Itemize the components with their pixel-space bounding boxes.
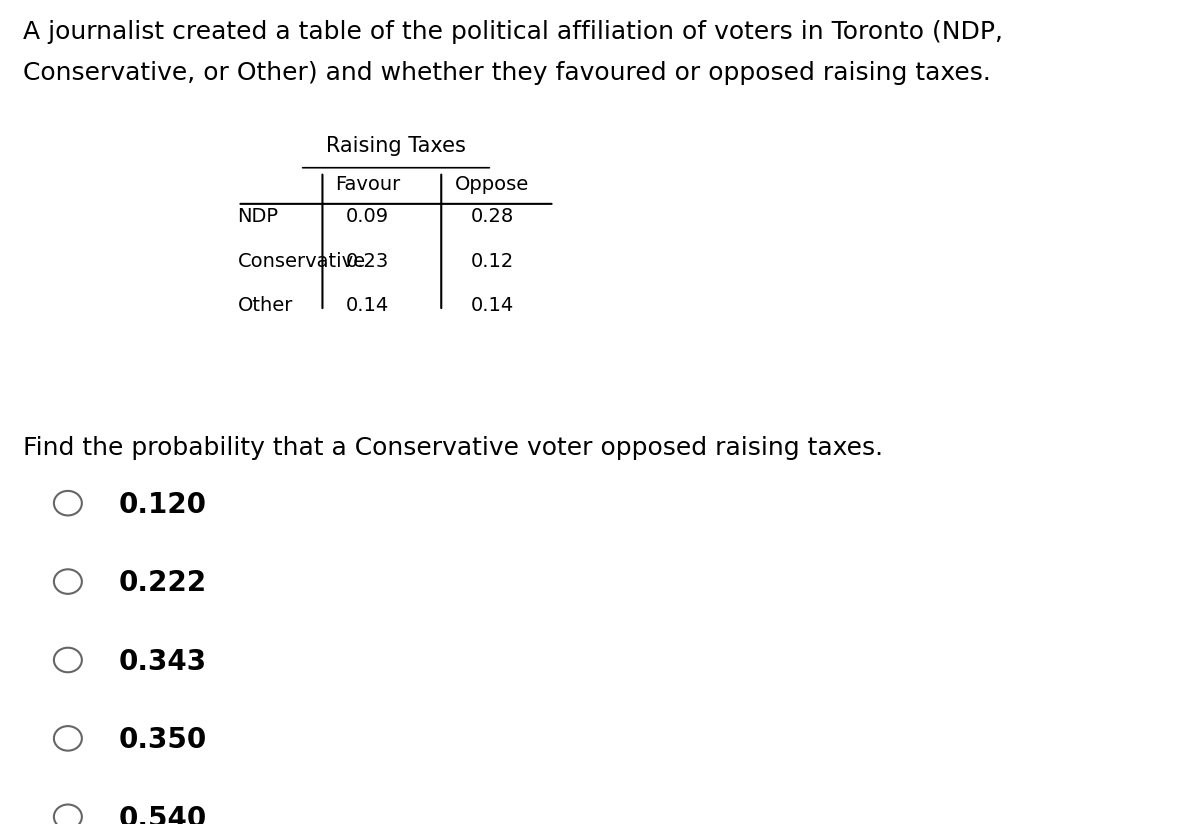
Text: 0.23: 0.23	[346, 251, 389, 270]
Text: 0.12: 0.12	[470, 251, 514, 270]
Text: NDP: NDP	[238, 208, 278, 227]
Text: Raising Taxes: Raising Taxes	[326, 136, 466, 157]
Text: 0.28: 0.28	[470, 208, 514, 227]
Text: 0.14: 0.14	[470, 296, 514, 315]
Text: 0.350: 0.350	[119, 726, 208, 754]
Text: 0.343: 0.343	[119, 648, 206, 676]
Text: Conservative, or Other) and whether they favoured or opposed raising taxes.: Conservative, or Other) and whether they…	[23, 61, 990, 86]
Text: Find the probability that a Conservative voter opposed raising taxes.: Find the probability that a Conservative…	[23, 437, 883, 461]
Text: 0.120: 0.120	[119, 491, 206, 519]
Text: 0.09: 0.09	[346, 208, 389, 227]
Text: 0.14: 0.14	[346, 296, 389, 315]
Text: A journalist created a table of the political affiliation of voters in Toronto (: A journalist created a table of the poli…	[23, 21, 1003, 44]
Text: 0.222: 0.222	[119, 569, 206, 597]
Text: Conservative: Conservative	[238, 251, 366, 270]
Text: Favour: Favour	[335, 176, 401, 194]
Text: 0.540: 0.540	[119, 804, 208, 824]
Text: Oppose: Oppose	[455, 176, 529, 194]
Text: Other: Other	[238, 296, 293, 315]
